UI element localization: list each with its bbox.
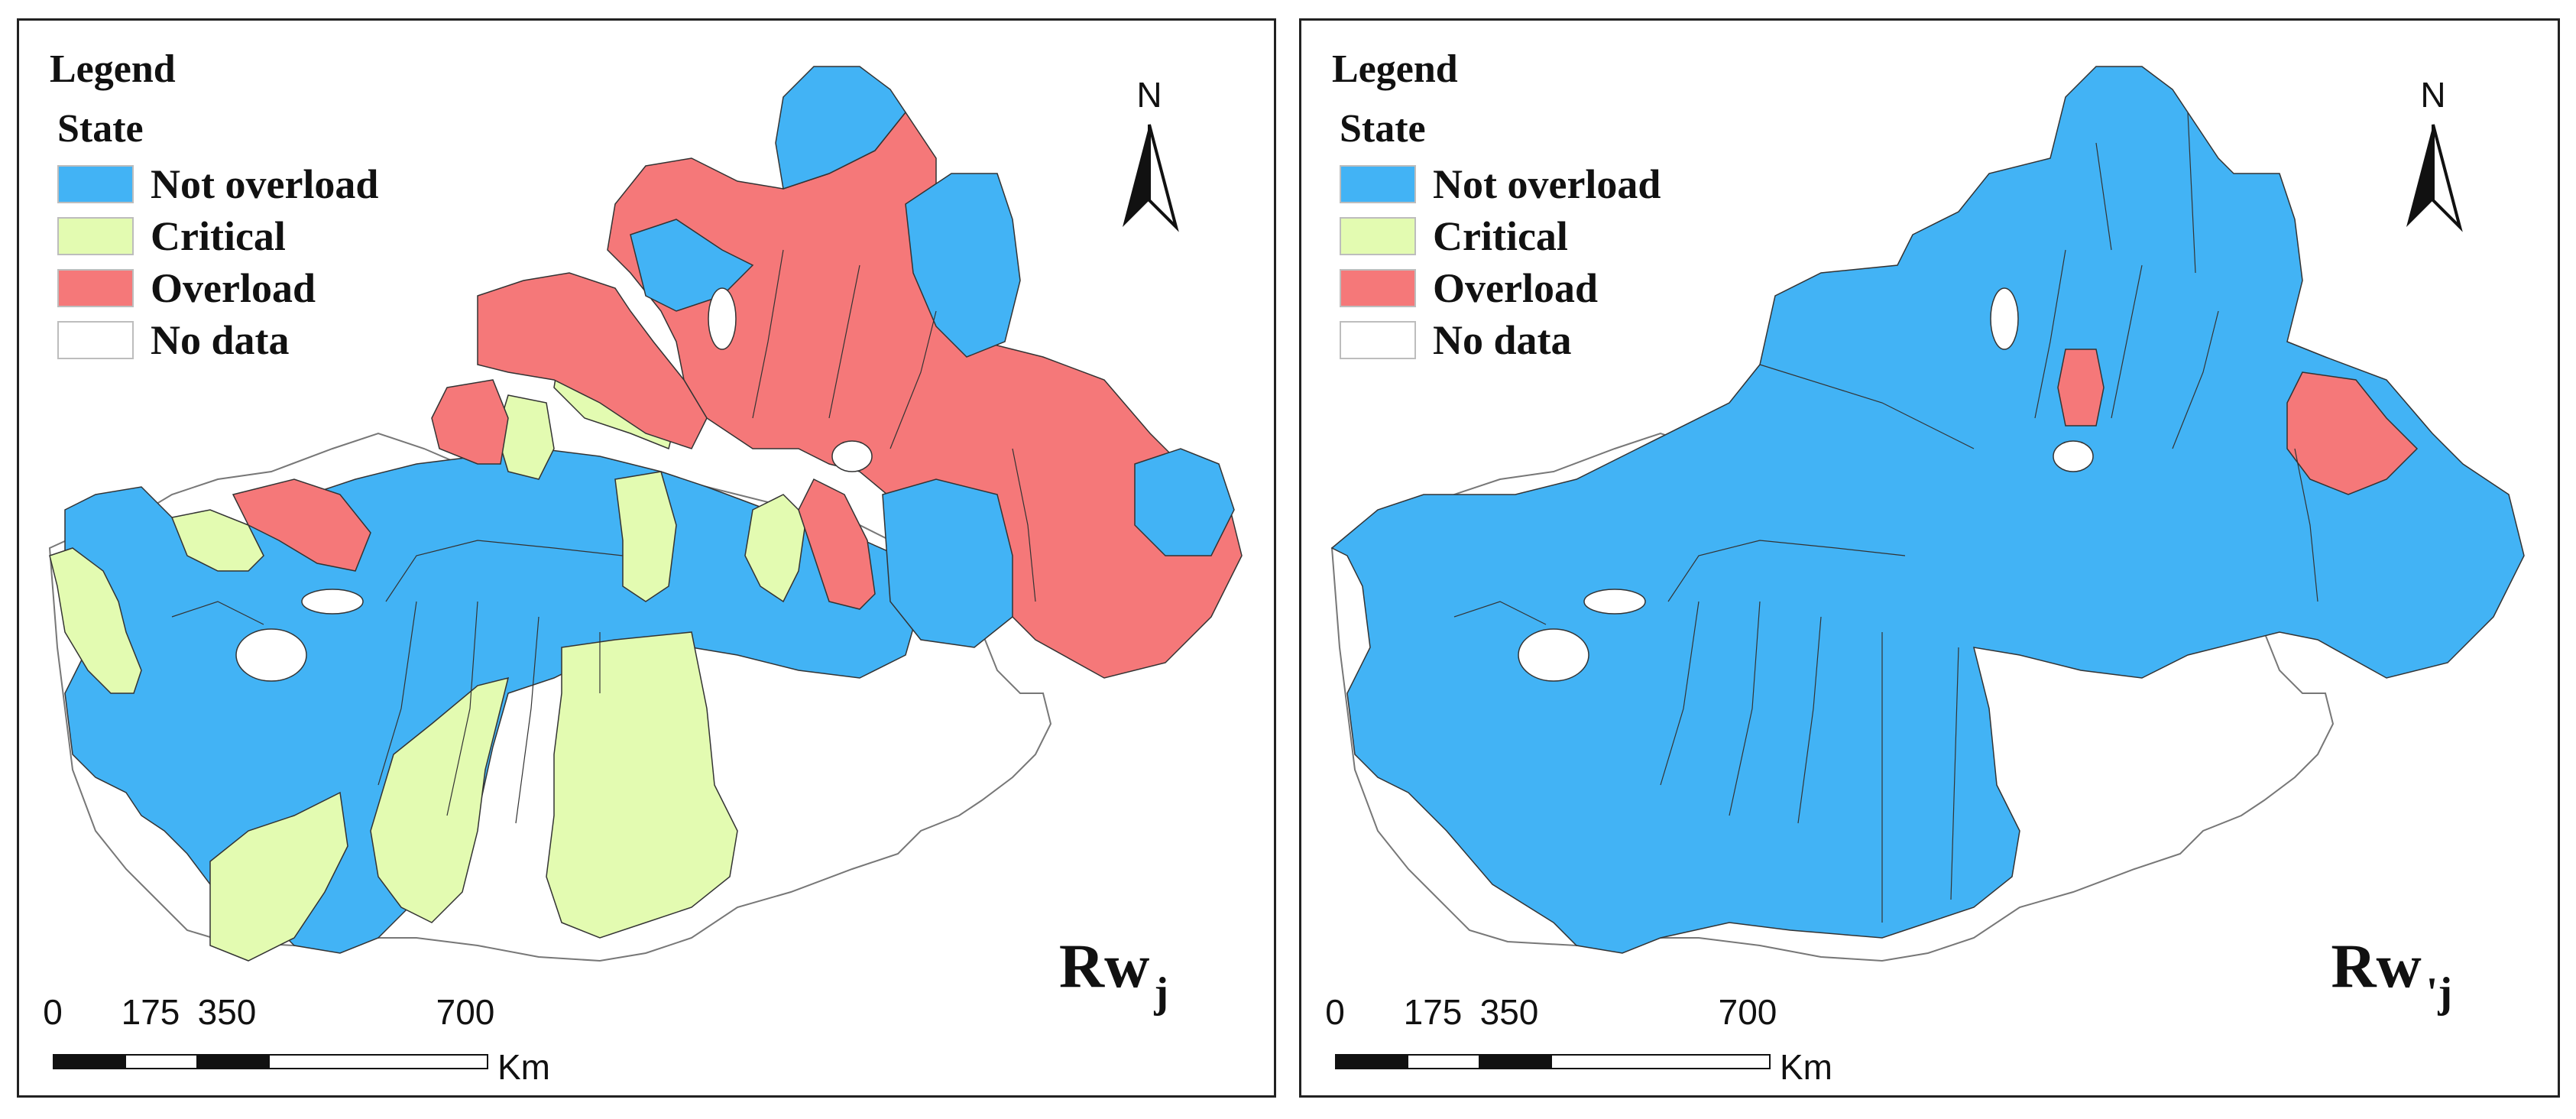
north-arrow-icon [1123, 124, 1179, 232]
region-overload [477, 272, 708, 449]
scale-segment [1407, 1054, 1480, 1069]
legend-label: No data [1433, 317, 1572, 363]
legend-item-overload: Overload [1340, 262, 1661, 314]
lake [1990, 287, 2019, 350]
legend-item-no-data: No data [1340, 314, 1661, 366]
legend: Legend State Not overload Critical Overl… [50, 47, 378, 366]
legend-swatch [1340, 217, 1416, 255]
legend-label: Critical [151, 213, 286, 259]
scale-segment [125, 1054, 198, 1069]
panel-label-main: Rw [1058, 931, 1150, 1001]
legend-swatch [1340, 321, 1416, 359]
legend-item-overload: Overload [57, 262, 378, 314]
internal-boundaries [171, 249, 1036, 824]
scale-tick: 175 [1403, 992, 1463, 1032]
panel-label-main: Rw [2331, 931, 2422, 1001]
scale-tick: 700 [1718, 992, 1777, 1032]
internal-boundaries [1453, 112, 2318, 923]
scale-segment [268, 1054, 488, 1069]
legend-label: Not overload [1433, 161, 1661, 207]
legend-swatch [1340, 165, 1416, 203]
legend-swatch [57, 321, 134, 359]
scale-tick: 350 [1479, 992, 1539, 1032]
region-critical [370, 676, 510, 923]
region-critical [170, 509, 264, 572]
north-label: N [1136, 75, 1162, 115]
panel-label: Rw j [1058, 930, 1168, 1017]
north-arrow-icon [2406, 124, 2463, 232]
lake [708, 287, 737, 350]
lake [1518, 628, 1589, 682]
legend-label: No data [151, 317, 290, 363]
legend-swatch [57, 165, 134, 203]
region-critical [614, 471, 677, 602]
region-critical [49, 547, 142, 694]
legend-swatch [57, 269, 134, 307]
scale-tick: 175 [121, 992, 180, 1032]
north-label: N [2420, 75, 2446, 115]
region-critical [546, 631, 738, 939]
lake [1583, 589, 1646, 615]
legend: Legend State Not overload Critical Overl… [1332, 47, 1661, 366]
scale-unit: Km [497, 1047, 550, 1087]
legend-swatch [57, 217, 134, 255]
panel-label: Rw'j [2331, 930, 2452, 1017]
north-arrow: N [2399, 74, 2467, 258]
lake [831, 440, 873, 472]
region-overload [232, 478, 371, 572]
legend-item-critical: Critical [1340, 210, 1661, 262]
legend-subtitle: State [57, 107, 144, 151]
scale-segment [1550, 1054, 1771, 1069]
region-not-overload [1330, 66, 2525, 954]
region-overload [798, 478, 876, 610]
map-right [1330, 66, 2525, 962]
legend-label: Overload [151, 265, 316, 311]
region-overload [431, 379, 509, 465]
legend-label: Overload [1433, 265, 1598, 311]
north-arrow: N [1115, 74, 1184, 258]
scale-tick: 0 [1325, 992, 1345, 1032]
scale-tick: 350 [197, 992, 257, 1032]
scale-unit: Km [1780, 1047, 1832, 1087]
scale-bar: 0 175 350 700 Km [1325, 991, 1832, 1098]
scale-tick: 700 [436, 992, 495, 1032]
map-left [48, 66, 1243, 962]
region-overload [2286, 371, 2419, 495]
lake [2053, 440, 2094, 472]
region-not-overload [905, 173, 1021, 358]
region-critical [209, 791, 348, 962]
scale-tick: 0 [43, 992, 63, 1032]
region-not-overload [882, 478, 1013, 648]
region-not-overload [1134, 448, 1235, 556]
region-overload [2057, 349, 2105, 427]
region-critical [744, 494, 807, 603]
scale-segment [1335, 1054, 1408, 1069]
legend-label: Critical [1433, 213, 1568, 259]
panel-label-sub: j [1154, 969, 1168, 1017]
scale-segment [196, 1054, 270, 1069]
scale-bar: 0 175 350 700 Km [43, 991, 550, 1098]
scale-segment [53, 1054, 126, 1069]
legend-title: Legend [50, 47, 176, 91]
map-panel-left: Legend State Not overload Critical Overl… [17, 18, 1276, 1098]
lake [301, 589, 364, 615]
lake [235, 628, 307, 682]
scale-segment [1479, 1054, 1552, 1069]
legend-item-critical: Critical [57, 210, 378, 262]
legend-item-no-data: No data [57, 314, 378, 366]
legend-subtitle: State [1340, 107, 1426, 151]
legend-item-not-overload: Not overload [57, 158, 378, 210]
legend-title: Legend [1332, 47, 1458, 91]
map-panel-right: Legend State Not overload Critical Overl… [1299, 18, 2560, 1098]
legend-swatch [1340, 269, 1416, 307]
region-not-overload [775, 66, 906, 190]
legend-label: Not overload [151, 161, 379, 207]
panel-label-sub: 'j [2425, 969, 2452, 1017]
legend-item-not-overload: Not overload [1340, 158, 1661, 210]
